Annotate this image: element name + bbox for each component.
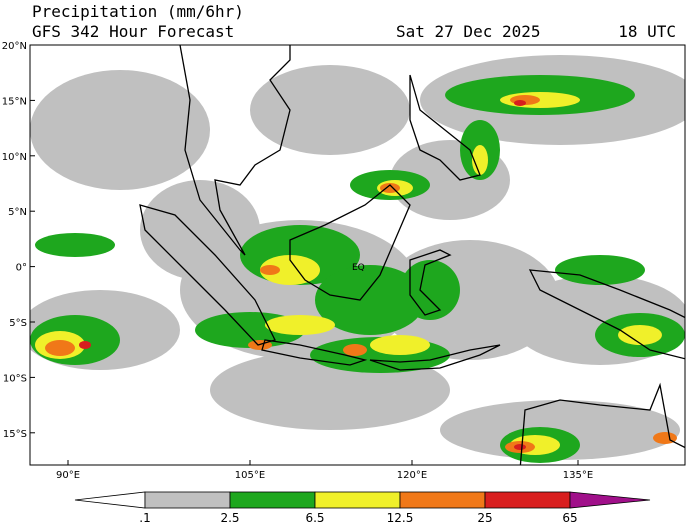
colorbar-label: 6.5 <box>305 511 324 525</box>
longitude-labels: 90°E 105°E 120°E 135°E <box>56 460 593 481</box>
colorbar-red <box>484 491 571 509</box>
coastlines <box>139 45 685 465</box>
latitude-labels: 20°N 15°N 10°N 5°N 0° 5°S 10°S 15°S <box>2 41 35 440</box>
latitude-label: 0° <box>16 263 27 274</box>
colorbar-min <box>74 491 146 509</box>
latitude-label: 20°N <box>2 41 27 52</box>
colorbar-label: 65 <box>562 511 577 525</box>
latitude-label: 10°N <box>2 152 27 163</box>
latitude-label: 5°S <box>9 318 27 329</box>
longitude-label: 105°E <box>235 470 265 481</box>
latitude-label: 10°S <box>3 373 27 384</box>
colorbar-label: .1 <box>139 511 150 525</box>
colorbar-gray <box>144 491 231 509</box>
colorbar-green <box>229 491 316 509</box>
colorbar-label: 12.5 <box>387 511 414 525</box>
colorbar-labels: .1 2.5 6.5 12.5 25 65 <box>139 511 577 525</box>
longitude-label: 120°E <box>397 470 427 481</box>
equator-label: EQ <box>352 263 365 273</box>
title: Precipitation (mm/6hr) <box>32 2 244 21</box>
colorbar: .1 2.5 6.5 12.5 25 65 <box>74 491 651 525</box>
longitude-label: 135°E <box>563 470 593 481</box>
map: EQ 20°N 15°N 10°N 5°N 0° 5°S 10°S 15°S 90°E 105°… <box>2 41 686 481</box>
forecast-time: 18 UTC <box>618 22 676 41</box>
subtitle: GFS 342 Hour Forecast <box>32 22 234 41</box>
latitude-label: 5°N <box>8 207 27 218</box>
map-frame <box>29 44 686 466</box>
precipitation-field <box>30 45 685 465</box>
forecast-date: Sat 27 Dec 2025 <box>396 22 541 41</box>
longitude-label: 90°E <box>56 470 80 481</box>
colorbar-max <box>569 491 651 509</box>
colorbar-label: 2.5 <box>220 511 239 525</box>
colorbar-orange <box>399 491 486 509</box>
latitude-label: 15°S <box>3 429 27 440</box>
colorbar-yellow <box>314 491 401 509</box>
latitude-label: 15°N <box>2 96 27 107</box>
colorbar-label: 25 <box>477 511 492 525</box>
